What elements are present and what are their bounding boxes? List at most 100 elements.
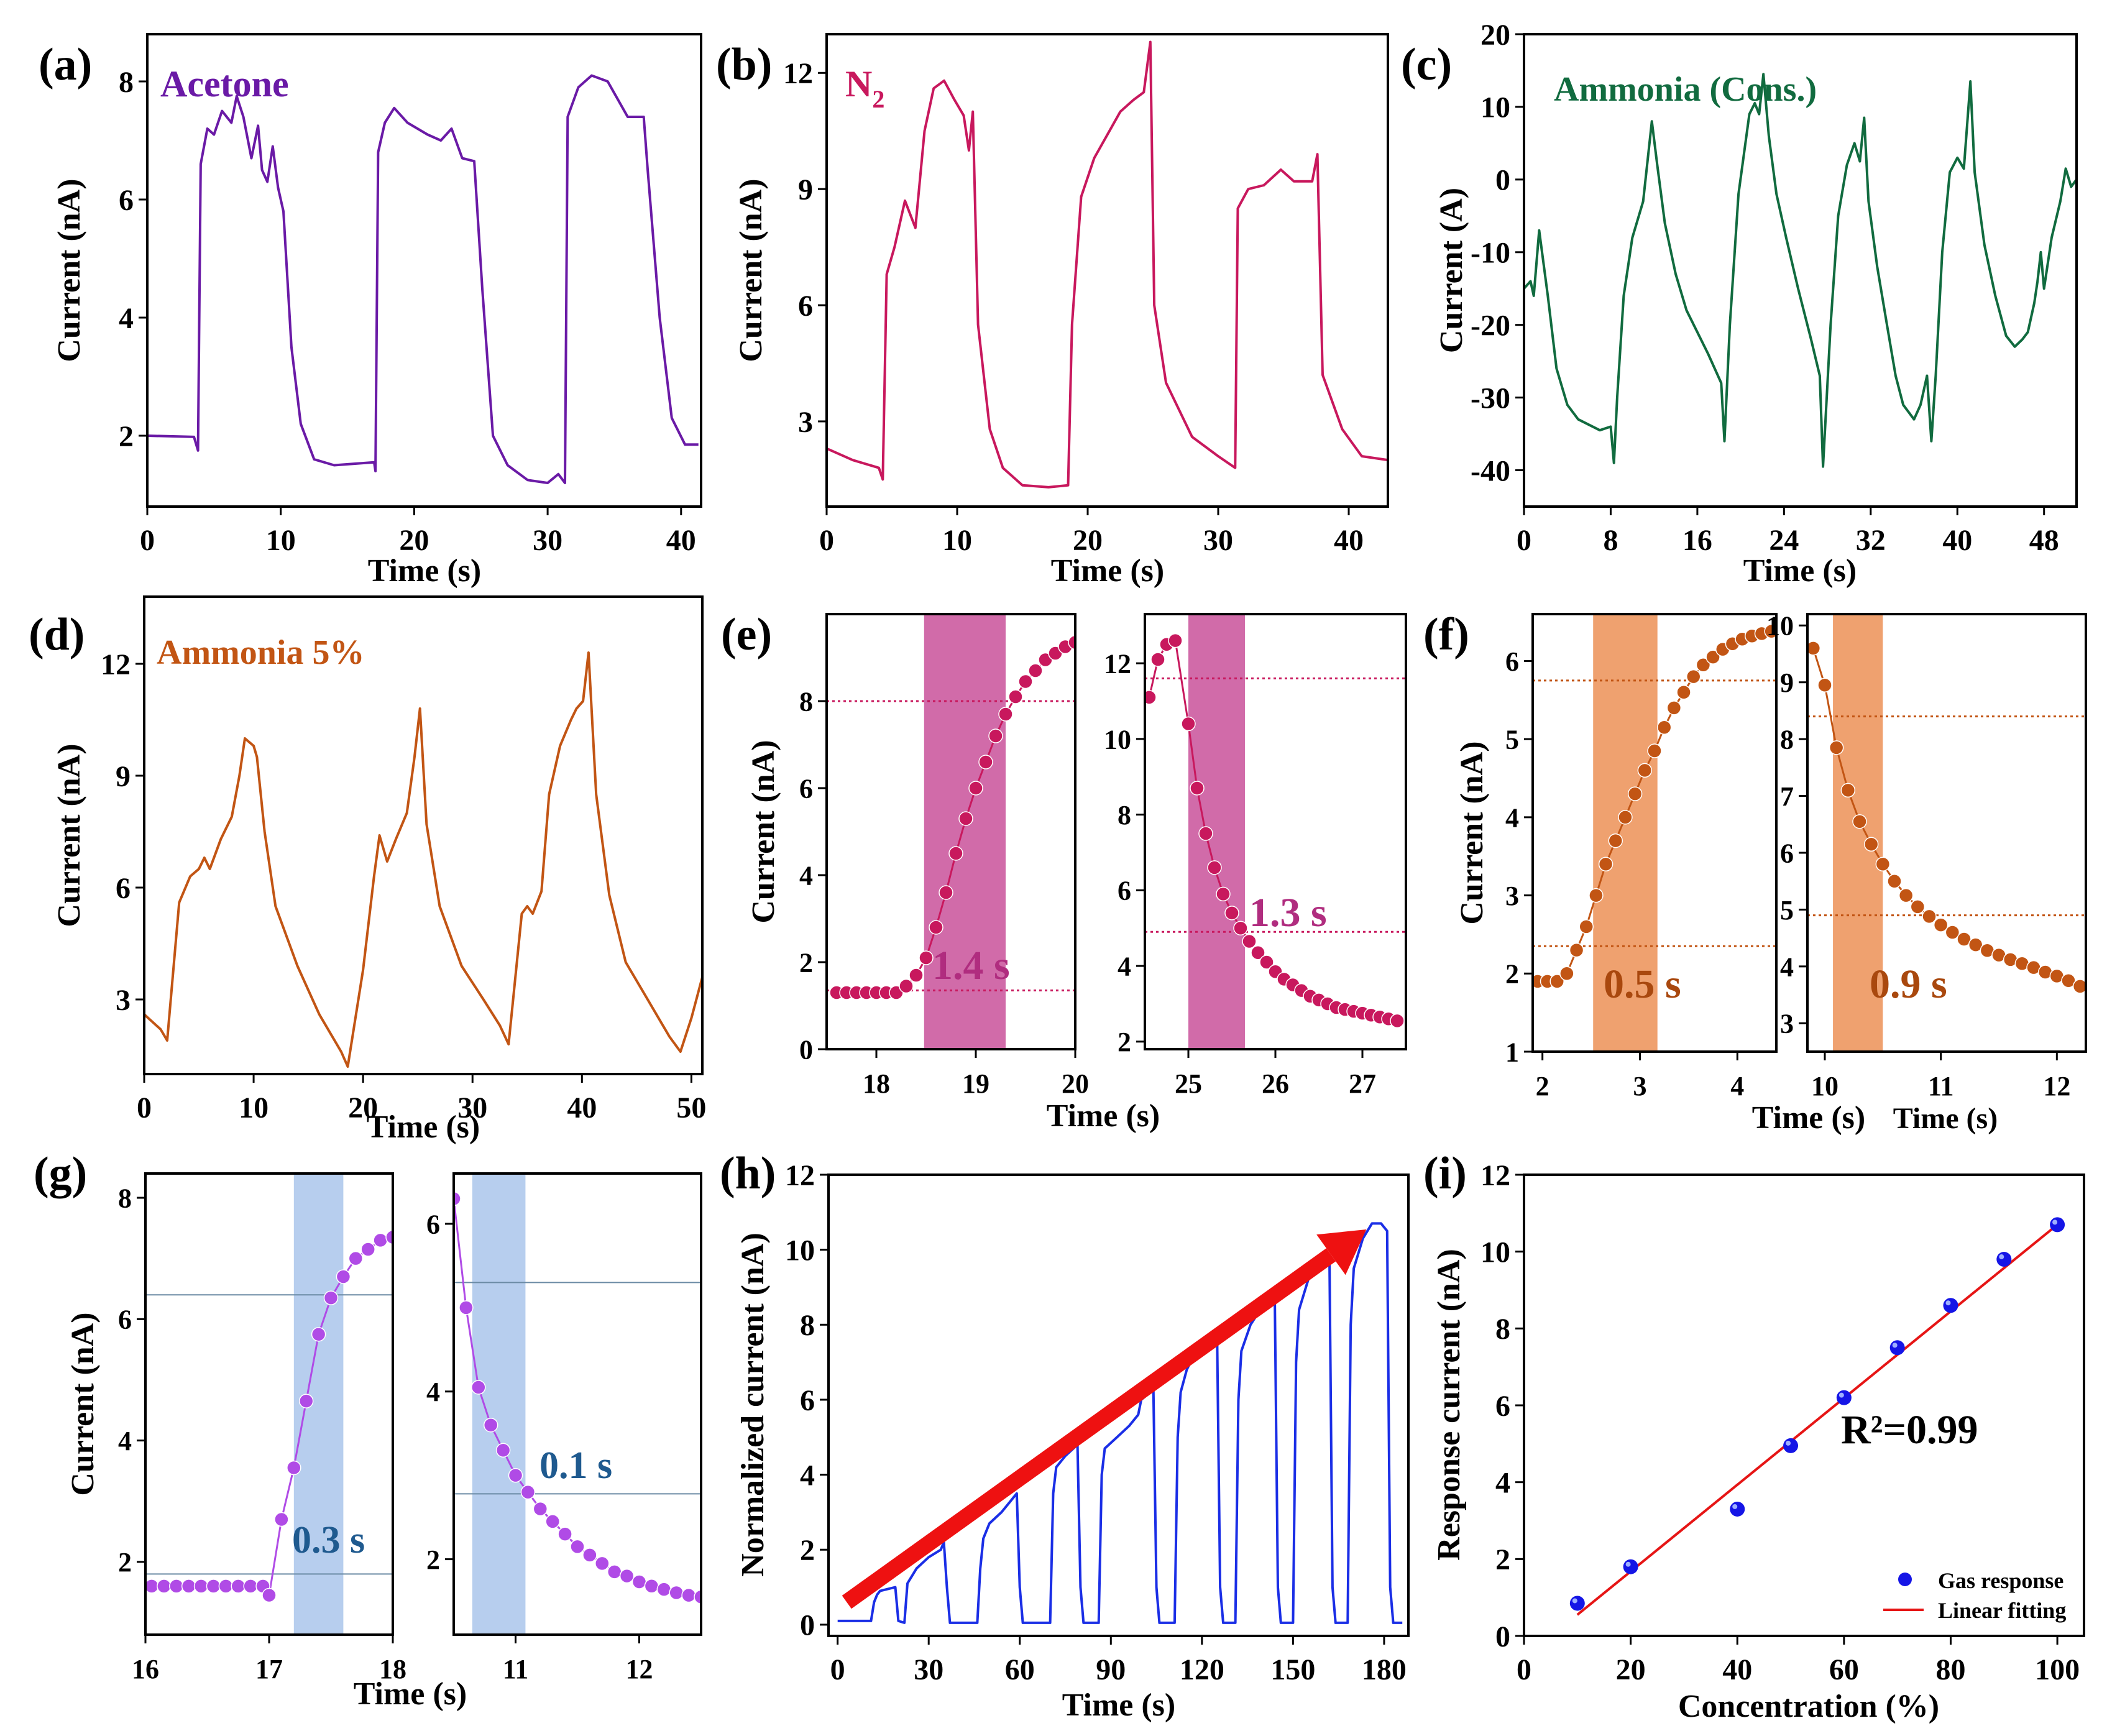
y-tick-label: 3 [1780,1009,1794,1039]
x-tick-label: 19 [962,1068,989,1099]
data-point [1836,1390,1852,1405]
chart-b: 0 10 20 30 40 3 6 9 12 Time (s) Current (nA) N2 [733,33,1389,589]
x-tick-label: 10 [1811,1071,1838,1101]
series-g2 [454,1191,701,1605]
chart-a: 0 10 20 30 40 2 4 6 8 Time (s) Current (nA) Acetone [52,33,702,589]
subscript: 2 [872,85,884,113]
series-d [144,651,702,1068]
y-tick-label: 2 [426,1545,440,1575]
x-tick-label: 90 [1096,1653,1126,1686]
data-point [360,1242,375,1257]
x-tick-label: 0 [1517,524,1531,557]
data-point [1910,899,1926,914]
x-tick-label: 40 [1942,524,1972,557]
chart-c: 0 8 16 24 32 40 48 -40 -30 -20 -10 0 10 20 Time (s) Cur… [1434,19,2078,589]
data-point [459,1300,474,1315]
plot-frame [143,595,704,1075]
y-tick-label: 6 [119,184,134,217]
y-tick-label: 5 [1780,895,1794,925]
data-point [1608,833,1623,848]
panel-letter-g: (g) [34,1148,87,1199]
data-point [243,1579,258,1594]
x-tick-label: 2 [1536,1071,1549,1101]
chart-e1: 18 19 20 0 2 4 6 8 Time (s) Current (nA) 1.4 s [746,613,1160,1134]
data-point [1569,942,1584,958]
y-tick-label: 9 [798,173,813,206]
data-point [520,1484,536,1500]
data-point [348,1251,364,1266]
x-axis-label: Time (s) [354,1676,467,1712]
series-b [827,40,1388,489]
data-point [681,1587,696,1603]
x-tick-label: 80 [1935,1653,1965,1686]
data-point [2072,979,2086,994]
x-axis-label: Time (s) [1047,1098,1160,1134]
x-tick-label: 12 [626,1654,653,1684]
data-point [1933,917,1949,932]
series-legend-label: Ammonia 5% [157,633,364,672]
data-point [1168,633,1183,648]
data-point [1898,888,1914,903]
data-point [385,1229,393,1245]
panel-letter-c: (c) [1401,39,1452,90]
chart-e2: 25 26 27 2 4 6 8 10 12 1.3 s [1104,613,1407,1099]
x-tick-label: 60 [1005,1653,1035,1686]
y-tick-label: -40 [1471,454,1510,487]
data-point [1569,1596,1585,1611]
panel-letter-b: (b) [716,39,772,90]
plot-frame [1144,613,1407,1050]
data-point-highlight [1999,1254,2004,1260]
y-tick-label: 6 [116,872,131,905]
data-point [1666,700,1682,715]
y-tick-label: 6 [426,1209,440,1239]
y-tick-label: 6 [800,1384,815,1417]
y-tick-label: 4 [118,1426,132,1456]
series-line [837,1222,1403,1624]
y-tick-label: 6 [1495,1390,1510,1423]
x-tick-label: 150 [1270,1653,1315,1686]
response-time-band [924,614,1006,1049]
y-tick-label: 2 [119,420,134,453]
data-point-highlight [1732,1504,1738,1509]
y-tick-label: 4 [1780,952,1794,982]
plot-frame [827,1173,1410,1637]
data-point [909,968,924,983]
data-point [336,1269,351,1284]
series-line [827,40,1388,489]
x-tick-label: 18 [379,1654,406,1684]
response-time-label: 1.4 s [932,943,1010,988]
x-tick-label: 10 [942,524,972,557]
y-tick-label: 6 [1118,876,1131,906]
data-point [1224,906,1239,921]
plot-frame [146,33,702,508]
y-tick-label: 10 [1480,91,1510,124]
x-tick-label: 40 [666,524,696,557]
y-tick-label: 3 [116,984,131,1017]
y-tick-label: 9 [116,760,131,793]
x-tick-label: 180 [1362,1653,1407,1686]
data-point [1207,860,1222,875]
y-tick-label: 6 [799,773,813,804]
y-tick-label: 12 [1480,1159,1510,1192]
legend-label-fit: Linear fitting [1938,1598,2066,1623]
y-tick-label: 5 [1505,725,1519,755]
data-point [919,950,934,965]
data-point [1598,857,1614,872]
response-time-band [1833,614,1883,1052]
data-point [1945,925,1960,940]
x-tick-label: 20 [1062,1068,1089,1099]
data-point [218,1579,234,1594]
data-point [631,1574,647,1589]
y-tick-label: 9 [1780,668,1794,698]
data-point [998,707,1013,722]
data-point [1589,888,1604,903]
trend-arrow-head [1316,1229,1367,1275]
legend-label-points: Gas response [1938,1568,2063,1593]
response-time-label: 1.3 s [1249,890,1327,935]
data-point [968,781,983,796]
x-axis-label: Time (s) [1752,1100,1865,1136]
x-tick-label: 24 [1769,524,1799,557]
y-tick-label: 2 [1505,959,1519,990]
series-legend-label: Ammonia (Cons.) [1554,70,1817,109]
data-point [2061,973,2076,988]
